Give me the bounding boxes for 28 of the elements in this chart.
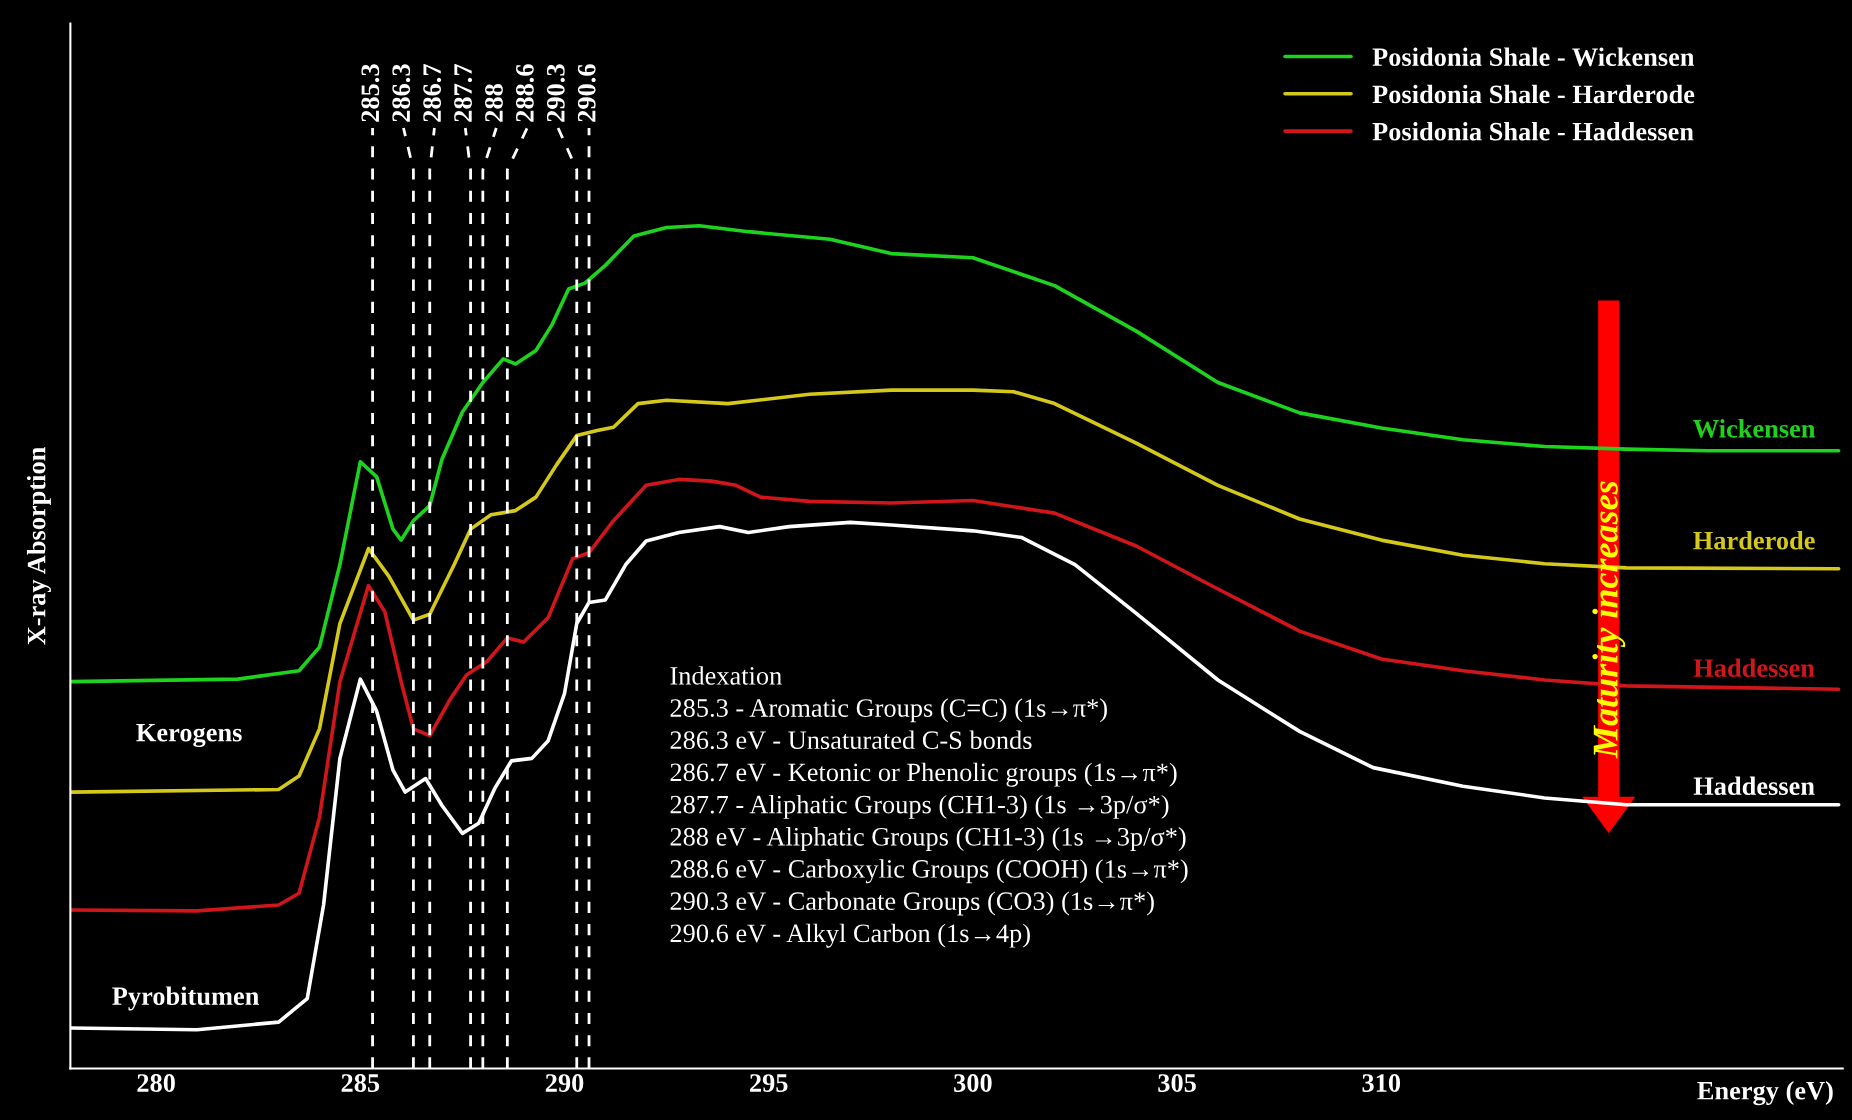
annotation: Haddessen bbox=[1693, 658, 1815, 677]
ref-line-label: 286.3 bbox=[392, 64, 411, 122]
annotation: Haddessen bbox=[1693, 776, 1815, 796]
x-tick-label: 300 bbox=[954, 1074, 992, 1092]
annotation: Harderode bbox=[1693, 530, 1815, 550]
annotation: Maturity increases bbox=[1592, 481, 1626, 759]
x-tick-label: 305 bbox=[1158, 1074, 1196, 1092]
ref-line-label: 288.6 bbox=[515, 64, 534, 122]
ref-line-label: 287.7 bbox=[454, 64, 473, 122]
x-tick-label: 310 bbox=[1362, 1074, 1401, 1092]
legend-label: Posidonia Shale - Wickensen bbox=[1372, 47, 1695, 67]
x-tick-label: 280 bbox=[137, 1074, 175, 1092]
ref-line-label: 288 bbox=[485, 84, 503, 122]
annotation: Pyrobitumen bbox=[112, 986, 259, 1011]
annotation: Kerogens bbox=[136, 724, 242, 748]
annotation: Wickensen bbox=[1693, 419, 1816, 438]
legend-label: Posidonia Shale - Harderode bbox=[1372, 84, 1695, 104]
x-tick-label: 295 bbox=[750, 1074, 788, 1092]
ref-line-label: 290.3 bbox=[546, 64, 565, 122]
y-axis-title: X-ray Absorption bbox=[26, 447, 51, 645]
text: Indexation 285.3 - Aromatic Groups (C=C) (1s→π*) 286.3 eV - Unsaturated C-S bonds 286.7 eV - Ketonic or Phenolic groups (1s→π*) 287.7 - Aliphatic Groups (CH1-3) (1s →3p/σ*) 288 eV - Aliphatic Groups (CH1-3) (1s →3p/σ*) 288.6 eV - Carboxylic Groups (COOH) (1s→π*) 290.3 eV - Carbonate Groups (CO3) (1s→π*) 290.6 eV - Alkyl Carbon (1s→4p) bbox=[670, 666, 1188, 948]
ref-line-label: 286.7 bbox=[423, 64, 442, 122]
x-axis-title: Energy (eV) bbox=[1697, 1081, 1833, 1106]
x-tick-label: 290 bbox=[545, 1074, 584, 1092]
x-tick-label: 285 bbox=[341, 1074, 380, 1092]
ref-line-label: 290.6 bbox=[577, 64, 596, 122]
ref-line-label: 285.3 bbox=[361, 64, 380, 122]
legend-label: Posidonia Shale - Haddessen bbox=[1372, 122, 1694, 141]
